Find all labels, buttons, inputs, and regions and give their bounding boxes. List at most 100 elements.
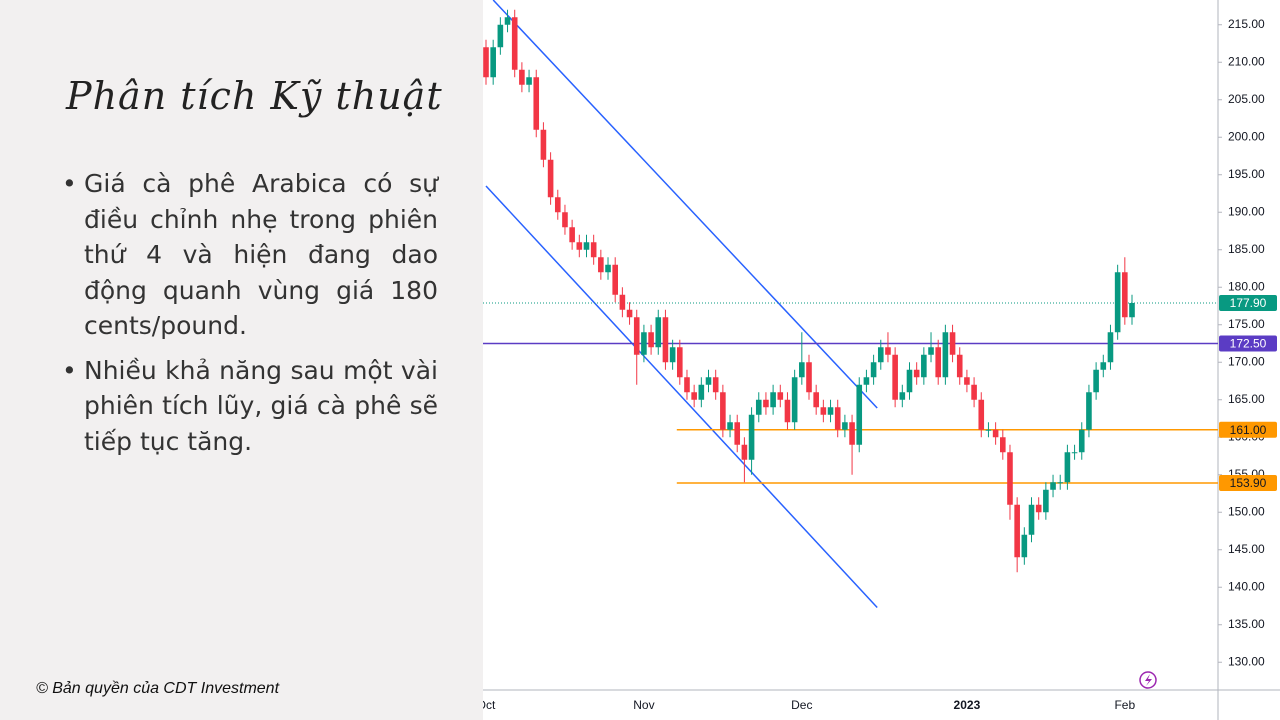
price-label: 172.50 <box>1230 337 1267 351</box>
price-label-box <box>1219 335 1277 352</box>
candle-body <box>928 347 934 355</box>
candle-body <box>949 332 956 355</box>
candle-body <box>720 392 726 430</box>
candle-body <box>677 347 683 378</box>
candle-body <box>755 399 762 415</box>
bullet: Giá cà phê Arabica có sự điều chỉnh nhẹ … <box>62 166 438 344</box>
candle-body <box>899 392 906 400</box>
price-label-box <box>1219 295 1277 311</box>
candle-body <box>849 422 855 445</box>
candle-body <box>1114 272 1121 333</box>
y-tick-label: 170.00 <box>1228 354 1265 368</box>
candle-body <box>827 407 834 415</box>
candle-body <box>820 407 827 415</box>
y-tick-label: 205.00 <box>1228 92 1265 106</box>
bullet-list: Giá cà phê Arabica có sự điều chỉnh nhẹ … <box>62 166 438 468</box>
candle-body <box>684 377 690 393</box>
candle-body <box>626 309 633 318</box>
candle-body <box>964 377 970 385</box>
candle-body <box>913 369 920 378</box>
candle-body <box>1107 332 1114 363</box>
x-tick-label: Nov <box>633 698 654 712</box>
y-tick-label: 145.00 <box>1228 542 1265 556</box>
x-tick-label: Dec <box>791 698 812 712</box>
candle-body <box>777 392 784 400</box>
candle-body <box>1064 452 1071 483</box>
candle-body <box>562 212 568 228</box>
candle-body <box>863 377 870 385</box>
candle-body <box>633 317 640 355</box>
x-tick-label: Oct <box>483 698 496 712</box>
candle-body <box>799 362 805 378</box>
candle-body <box>971 384 977 400</box>
candle-body <box>669 347 676 363</box>
x-tick-label: 2023 <box>954 698 981 712</box>
candle-body <box>935 347 941 378</box>
y-tick-label: 140.00 <box>1228 579 1265 593</box>
candle-body <box>748 414 755 460</box>
candle-body <box>791 377 798 423</box>
candle-body <box>1050 482 1056 490</box>
candle-body <box>1035 504 1042 513</box>
candle-body <box>1086 392 1092 430</box>
candle-body <box>641 332 647 355</box>
candle-body <box>770 392 776 408</box>
candle-body <box>1071 452 1078 454</box>
candle-body <box>1000 437 1006 453</box>
candle-body <box>885 347 891 355</box>
candle-body <box>734 422 741 445</box>
candle-body <box>870 362 877 378</box>
candle-body <box>921 354 927 378</box>
candle-body <box>741 444 748 460</box>
y-tick-label: 165.00 <box>1228 392 1265 406</box>
candle-body <box>519 69 525 85</box>
candle-body <box>497 24 504 48</box>
candle-body <box>1122 272 1128 318</box>
candle-body <box>691 392 697 400</box>
y-tick-label: 175.00 <box>1228 317 1265 331</box>
text-panel: Phân tích Kỹ thuật Giá cà phê Arabica có… <box>0 0 483 720</box>
candle-body <box>533 77 540 130</box>
candle-body <box>662 317 669 363</box>
candle-body <box>856 384 863 445</box>
candle-body <box>842 422 848 430</box>
candle-body <box>698 384 705 400</box>
y-tick-label: 130.00 <box>1228 654 1265 668</box>
candle-body <box>547 159 554 198</box>
candle-body <box>483 47 489 78</box>
candle-body <box>1007 452 1013 505</box>
y-tick-label: 185.00 <box>1228 242 1265 256</box>
candle-body <box>705 377 712 385</box>
candle-body <box>605 264 611 273</box>
candle-body <box>992 429 999 438</box>
price-label: 177.90 <box>1230 296 1267 310</box>
price-label-box <box>1219 475 1277 491</box>
flash-icon <box>1139 671 1157 689</box>
candle-body <box>511 17 518 70</box>
candle-body <box>1100 362 1107 370</box>
candle-body <box>619 294 626 310</box>
y-tick-label: 210.00 <box>1228 54 1265 68</box>
candle-body <box>612 264 618 295</box>
candle-body <box>1028 504 1035 535</box>
trend-line <box>485 185 878 609</box>
candle-body <box>763 399 769 408</box>
y-tick-label: 215.00 <box>1228 17 1265 31</box>
candle-body <box>892 354 898 400</box>
candle-body <box>590 242 597 258</box>
candle-body <box>540 129 547 160</box>
candle-body <box>813 392 819 408</box>
candle-body <box>712 377 719 393</box>
candle-body <box>906 369 913 393</box>
candle-body <box>569 227 575 243</box>
y-tick-label: 195.00 <box>1228 167 1265 181</box>
candle-body <box>806 362 812 393</box>
bullet: Nhiều khả năng sau một vài phiên tích lũ… <box>62 353 438 460</box>
price-label: 153.90 <box>1230 476 1267 490</box>
chart: 130.00135.00140.00145.00150.00155.00160.… <box>483 0 1280 720</box>
candle-body <box>598 257 604 273</box>
candle-body <box>526 77 532 85</box>
candle-body <box>1014 504 1020 558</box>
price-label: 161.00 <box>1230 423 1267 437</box>
